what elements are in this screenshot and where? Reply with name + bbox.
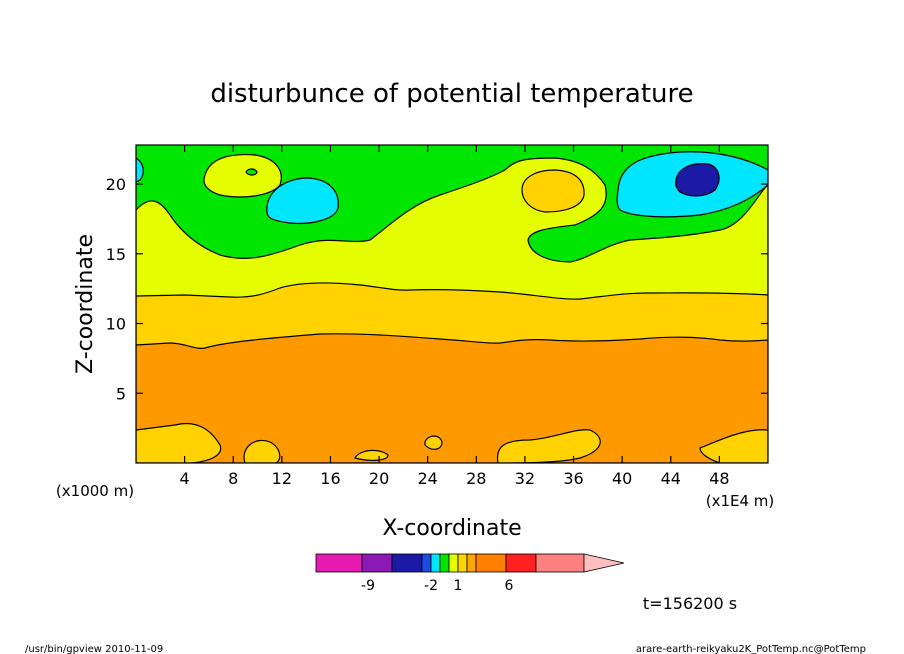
y-tick-label: 5 xyxy=(116,384,126,403)
colorbar-swatch xyxy=(315,553,363,573)
blob-gold-bottom-3 xyxy=(424,435,443,450)
blob-yellow-top-left xyxy=(203,153,282,198)
x-tick-label: 36 xyxy=(563,469,583,488)
blob-green-tiny xyxy=(245,168,258,176)
chart-title: disturbunce of potential temperature xyxy=(210,79,693,109)
colorbar-swatch xyxy=(421,553,432,573)
x-tick-label: 28 xyxy=(466,469,486,488)
time-label: t=156200 s xyxy=(643,594,737,613)
x-tick-label: 4 xyxy=(180,469,190,488)
y-axis: 5 10 15 20 xyxy=(106,175,768,403)
colorbar-tick-label: 6 xyxy=(505,578,514,594)
x-unit-left: (x1000 m) xyxy=(56,482,134,500)
colorbar-swatch xyxy=(430,553,441,573)
x-tick-label: 40 xyxy=(612,469,632,488)
colorbar-swatch xyxy=(505,553,537,573)
colorbar-arrow xyxy=(583,553,625,573)
blob-gold-bottom-1 xyxy=(243,439,281,463)
footer-left: /usr/bin/gpview 2010-11-09 xyxy=(25,644,163,654)
band-orange xyxy=(136,333,768,463)
x-tick-label: 12 xyxy=(272,469,292,488)
blob-blue xyxy=(675,163,720,197)
colorbar-swatch xyxy=(535,553,585,573)
contour-field xyxy=(136,145,768,463)
colorbar-tick-label: -2 xyxy=(424,578,438,594)
blob-gold-bottom-4 xyxy=(496,429,601,463)
x-tick-label: 24 xyxy=(418,469,438,488)
blob-gold-bottom-2 xyxy=(354,449,389,461)
footer-right: arare-earth-reikyaku2K_PotTemp.nc@PotTem… xyxy=(636,644,866,654)
colorbar-swatch xyxy=(466,553,477,573)
y-tick-label: 20 xyxy=(106,175,126,194)
colorbar-swatch xyxy=(361,553,393,573)
y-tick-label: 10 xyxy=(106,315,126,334)
x-tick-label: 48 xyxy=(709,469,729,488)
x-tick-label: 32 xyxy=(515,469,535,488)
blob-cyan-edge xyxy=(136,157,144,183)
colorbar-swatch xyxy=(475,553,507,573)
x-axis-label: X-coordinate xyxy=(382,516,521,541)
colorbar xyxy=(315,553,625,573)
x-tick-label: 44 xyxy=(661,469,681,488)
colorbar-labels: -9 -2 1 6 xyxy=(361,578,514,594)
x-tick-label: 8 xyxy=(228,469,238,488)
blob-cyan-left xyxy=(266,177,339,225)
x-axis: 4 8 12 16 20 24 28 32 36 40 44 48 xyxy=(180,145,730,488)
colorbar-swatch xyxy=(391,553,423,573)
colorbar-swatch xyxy=(457,553,468,573)
colorbar-swatch xyxy=(439,553,450,573)
y-tick-label: 15 xyxy=(106,245,126,264)
x-tick-label: 16 xyxy=(320,469,340,488)
y-axis-label: Z-coordinate xyxy=(73,234,98,374)
colorbar-tick-label: -9 xyxy=(361,578,375,594)
colorbar-tick-label: 1 xyxy=(454,578,463,594)
blob-gold-bottom-5 xyxy=(699,429,768,463)
x-unit-right: (x1E4 m) xyxy=(706,492,775,510)
plot-frame xyxy=(135,144,769,464)
x-tick-label: 20 xyxy=(369,469,389,488)
blob-gold-top-right xyxy=(521,169,585,213)
colorbar-swatch xyxy=(448,553,459,573)
